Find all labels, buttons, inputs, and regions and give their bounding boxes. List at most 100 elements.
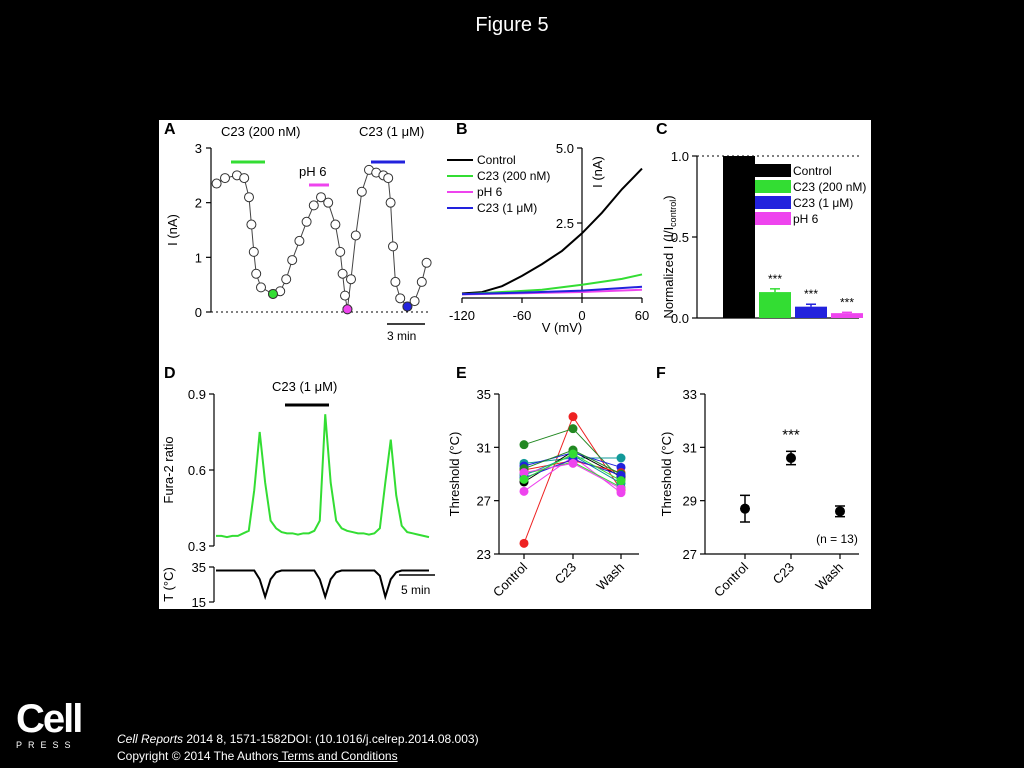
panel-a-highlight-point (268, 288, 278, 299)
panel-a-y-tick-label: 3 (195, 141, 202, 156)
panel-e-data-point (616, 453, 626, 463)
panel-a-data-point (239, 173, 250, 184)
panel-b-legend-label: C23 (1 μM) (477, 201, 537, 215)
panel-a-data-point (256, 282, 266, 293)
panel-f-y-tick-label: 33 (683, 387, 697, 402)
panel-d-fura-trace (216, 414, 430, 539)
panel-f-mean-point (786, 453, 796, 463)
panel-letter-d: D (164, 365, 176, 382)
panel-a-data-point (330, 219, 341, 230)
panel-c-legend-label: Control (793, 164, 832, 178)
citation: Cell Reports 2014 8, 1571-1582DOI: (10.1… (117, 731, 479, 765)
copyright-line: Copyright © 2014 The Authors Terms and C… (117, 748, 479, 765)
panel-d-y-tick-label: 0.3 (188, 539, 206, 554)
panel-d-temp-trace (216, 569, 429, 601)
panel-c-legend-swatch (755, 164, 791, 177)
figure-title: Figure 5 (475, 14, 549, 36)
panel-c-bar (759, 292, 791, 318)
panel-b-legend-label: C23 (200 nM) (477, 169, 550, 183)
citation-ref: 2014 8, 1571-1582DOI: (10.1016/j.celrep.… (183, 732, 479, 746)
panel-c-y-tick-label: 1.0 (671, 149, 689, 164)
panel-a-annotation-c23-1um: C23 (1 μM) (359, 124, 424, 139)
panel-a-data-point (383, 173, 394, 184)
citation-journal: Cell Reports (117, 732, 184, 746)
panel-a-data-point (246, 219, 257, 230)
panel-e-y-tick-label: 27 (477, 494, 491, 509)
panel-f-x-tick-label: Wash (812, 560, 846, 594)
panel-a-highlight-point (402, 301, 413, 312)
panel-a-data-point (350, 230, 361, 241)
panel-a-data-point (281, 274, 292, 285)
panel-e-data-point (519, 538, 529, 548)
panel-e-data-point (568, 424, 578, 434)
panel-f-mean-point (740, 503, 750, 514)
panel-e-y-tick-label: 35 (477, 387, 491, 402)
panel-f-y-tick-label: 29 (683, 494, 697, 509)
panel-c-legend-label: pH 6 (793, 212, 819, 226)
panel-a-data-point (388, 241, 398, 252)
panel-c-legend-label: C23 (1 μM) (793, 196, 853, 210)
cell-press-logo: Cell PRESS (16, 697, 86, 750)
panel-e-data-point (616, 484, 626, 494)
panel-a-y-tick-label: 1 (195, 250, 202, 265)
panel-e-data-point (616, 476, 626, 486)
panel-f-n-note: (n = 13) (816, 532, 858, 546)
panel-e-y-label: Threshold (°C) (447, 432, 462, 517)
panel-f-x-tick-label: Control (711, 559, 751, 599)
panel-a-data-point (244, 192, 254, 203)
logo-cell-text: Cell (16, 697, 83, 741)
panel-e-data-point (519, 474, 529, 484)
panel-c-y-tick-label: 0.5 (671, 230, 689, 245)
panel-a-y-tick-label: 2 (195, 196, 202, 211)
panel-b-series-line (461, 167, 643, 295)
panel-a-annotation-c23-200: C23 (200 nM) (221, 124, 300, 139)
panel-f-y-tick-label: 31 (683, 440, 697, 455)
panel-a-annotation-ph6: pH 6 (299, 164, 326, 179)
panel-f-y-label: Threshold (°C) (659, 432, 674, 517)
panel-c-bar (795, 306, 827, 318)
panel-c-bar (831, 313, 863, 318)
panel-c-legend-swatch (755, 196, 791, 209)
panel-a-data-point (308, 200, 319, 211)
panel-a-data-point (385, 197, 396, 208)
panel-b-y-tick-label: 5.0 (556, 141, 574, 156)
panel-b-x-tick-label: -120 (449, 308, 475, 323)
panel-b-x-label: V (mV) (542, 320, 582, 335)
panel-e-data-point (519, 440, 529, 450)
panel-a-highlight-point (342, 304, 353, 315)
panel-d-annotation: C23 (1 μM) (272, 379, 337, 394)
panel-f-x-tick-label: C23 (770, 560, 797, 587)
copyright-text: Copyright © 2014 The Authors (117, 749, 279, 763)
panel-a-data-point (335, 246, 346, 257)
panel-letter-c: C (656, 121, 668, 138)
panel-c-legend-label: C23 (200 nM) (793, 180, 866, 194)
panel-a-data-point (346, 274, 356, 285)
panel-a-data-point (340, 290, 350, 301)
panel-f-y-tick-label: 27 (683, 547, 697, 562)
panel-a-data-point (287, 255, 298, 266)
panel-e-data-point (519, 468, 529, 478)
panel-e-y-tick-label: 31 (477, 440, 491, 455)
panel-letter-e: E (456, 365, 467, 382)
panel-a-trace (216, 169, 428, 310)
panel-d-y-tick-label: 0.6 (188, 463, 206, 478)
panel-letter-f: F (656, 365, 666, 382)
panel-b-series-line (461, 285, 643, 296)
panel-a-y-label: I (nA) (165, 214, 180, 246)
terms-link[interactable]: Terms and Conditions (278, 749, 398, 763)
panel-a-data-point (421, 257, 432, 268)
panel-c-significance: *** (804, 287, 818, 301)
panel-e-data-point (568, 449, 578, 459)
panel-a-data-point (416, 276, 427, 287)
panel-a-data-point (323, 197, 334, 208)
panel-c-y-label: Normalized I (I/Icontrol) (661, 195, 678, 318)
panel-b-x-tick-label: 0 (578, 308, 585, 323)
panel-b-x-tick-label: 60 (635, 308, 649, 323)
panel-d-y-tick-label: 0.9 (188, 387, 206, 402)
panel-e-x-tick-label: C23 (552, 560, 579, 587)
panel-a-y-tick-label: 0 (195, 305, 202, 320)
panel-b-y-tick-label: 2.5 (556, 216, 574, 231)
panel-b-y-label: I (nA) (590, 156, 605, 188)
panel-a-data-point (356, 186, 367, 197)
